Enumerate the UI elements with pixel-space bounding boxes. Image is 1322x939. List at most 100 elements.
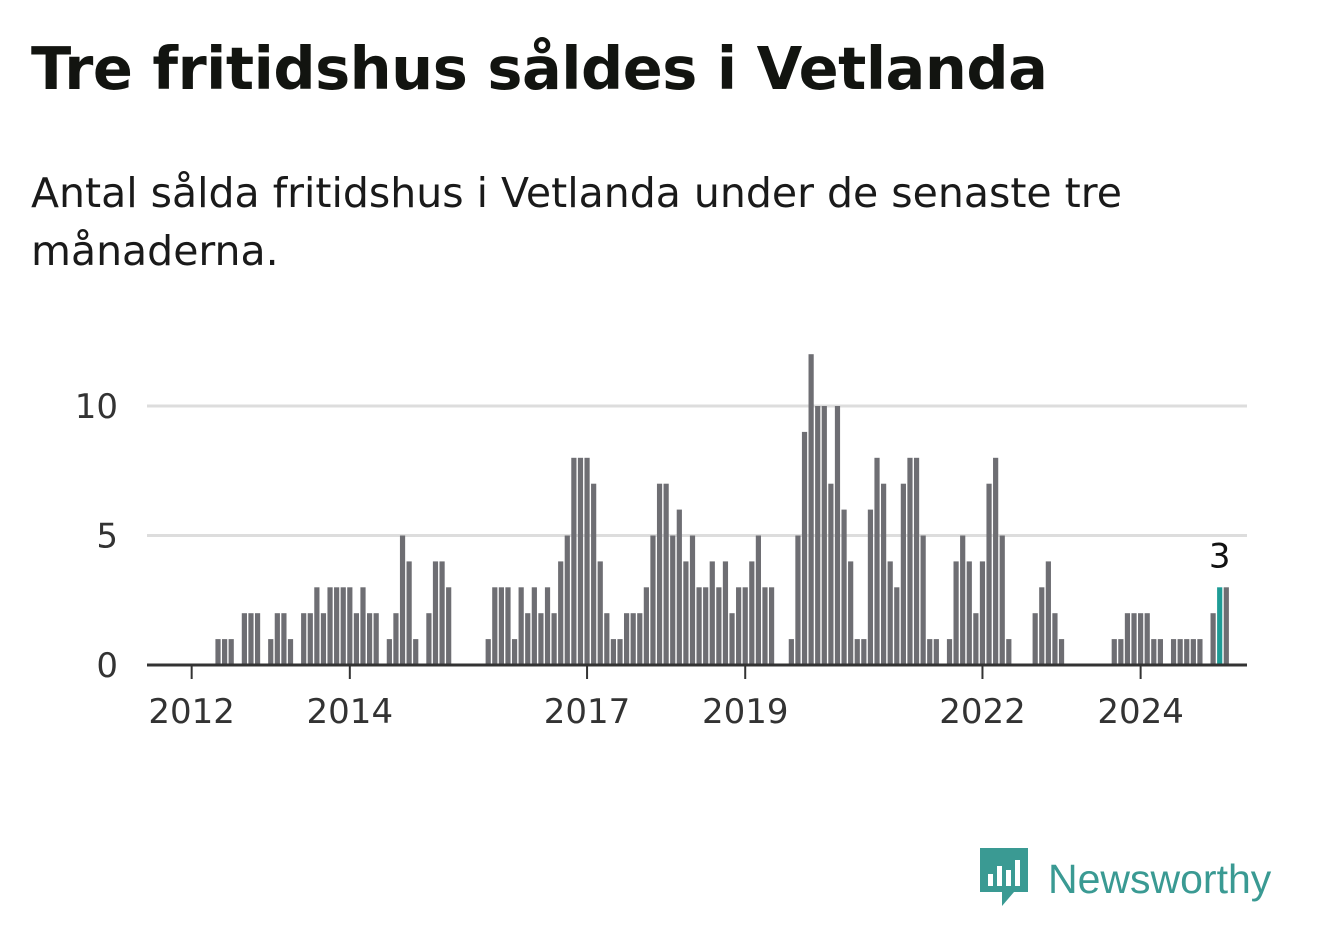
bar [920, 535, 926, 665]
bar [979, 561, 986, 665]
bar [999, 535, 1005, 665]
bar [274, 613, 280, 665]
bar [531, 587, 537, 665]
bar [966, 561, 972, 665]
bar [1223, 587, 1229, 665]
bars [215, 354, 1229, 665]
bar [755, 535, 761, 665]
bar [287, 639, 294, 665]
bar [406, 561, 412, 665]
bar [900, 483, 906, 665]
bar [742, 587, 748, 665]
bar [643, 587, 649, 665]
y-tick-label: 0 [96, 646, 118, 686]
bar [591, 483, 597, 665]
brand-logo: Newsworthy [980, 848, 1271, 910]
x-tick-label: 2019 [702, 692, 789, 732]
bar [241, 613, 247, 665]
bar [1177, 639, 1183, 665]
bar [558, 561, 564, 665]
bar [656, 483, 663, 665]
bar [874, 457, 880, 665]
bar [340, 587, 346, 665]
bar [307, 613, 313, 665]
bar [610, 639, 617, 665]
bar [815, 406, 821, 665]
bar [268, 639, 274, 665]
bar [1039, 587, 1045, 665]
bar [551, 613, 557, 665]
bar [973, 613, 979, 665]
x-tick-label: 2012 [148, 692, 235, 732]
bar [393, 613, 399, 665]
bar [215, 639, 221, 665]
bar [788, 639, 794, 665]
bar [498, 587, 504, 665]
bar [413, 639, 419, 665]
bar [795, 535, 801, 665]
bar [722, 561, 729, 665]
bar [1131, 613, 1137, 665]
bar [683, 561, 689, 665]
bar [854, 639, 860, 665]
bar [314, 587, 320, 665]
tick-labels: 0 5 10 2012 2014 2017 2019 2022 2024 3 [75, 387, 1231, 732]
bar [426, 613, 432, 665]
bar [716, 587, 722, 665]
bar [1170, 639, 1177, 665]
bar [808, 354, 814, 665]
bar [485, 639, 491, 665]
bar [571, 457, 577, 665]
bar [1151, 639, 1157, 665]
bar [1058, 639, 1065, 665]
bar [834, 406, 841, 665]
x-tick-label: 2014 [307, 692, 394, 732]
bar [749, 561, 755, 665]
bar [927, 639, 933, 665]
bar [993, 457, 999, 665]
chart-subtitle: Antal sålda fritidshus i Vetlanda under … [31, 169, 1122, 275]
bar [1138, 613, 1144, 665]
bar [577, 457, 584, 665]
bar [511, 639, 518, 665]
bar [432, 561, 439, 665]
bar [960, 535, 966, 665]
bar [696, 587, 702, 665]
bar [624, 613, 630, 665]
bar [1006, 639, 1012, 665]
bar [1157, 639, 1163, 665]
bar [848, 561, 854, 665]
bar [254, 613, 261, 665]
bar [663, 483, 669, 665]
chart-title: Tre fritidshus såldes i Vetlanda [31, 34, 1048, 103]
bar [762, 587, 768, 665]
bar [327, 587, 333, 665]
bar [1210, 613, 1216, 665]
bar [703, 587, 709, 665]
bar [505, 587, 511, 665]
bar [334, 587, 340, 665]
bar [228, 639, 234, 665]
bar [446, 587, 452, 665]
bar [360, 587, 366, 665]
bar [564, 535, 570, 665]
bar [222, 639, 228, 665]
bar [907, 457, 913, 665]
bar [630, 613, 636, 665]
bar [320, 613, 327, 665]
bar [248, 613, 254, 665]
bar [366, 613, 373, 665]
bar [373, 613, 379, 665]
bar [399, 535, 406, 665]
bar [347, 587, 353, 665]
bar [544, 587, 551, 665]
bar [386, 639, 392, 665]
bar [689, 535, 696, 665]
x-axis [147, 663, 1247, 679]
bar [709, 561, 715, 665]
bar [1124, 613, 1131, 665]
bar [670, 535, 676, 665]
y-tick-label: 5 [96, 517, 118, 557]
bar [604, 613, 610, 665]
bar [439, 561, 445, 665]
